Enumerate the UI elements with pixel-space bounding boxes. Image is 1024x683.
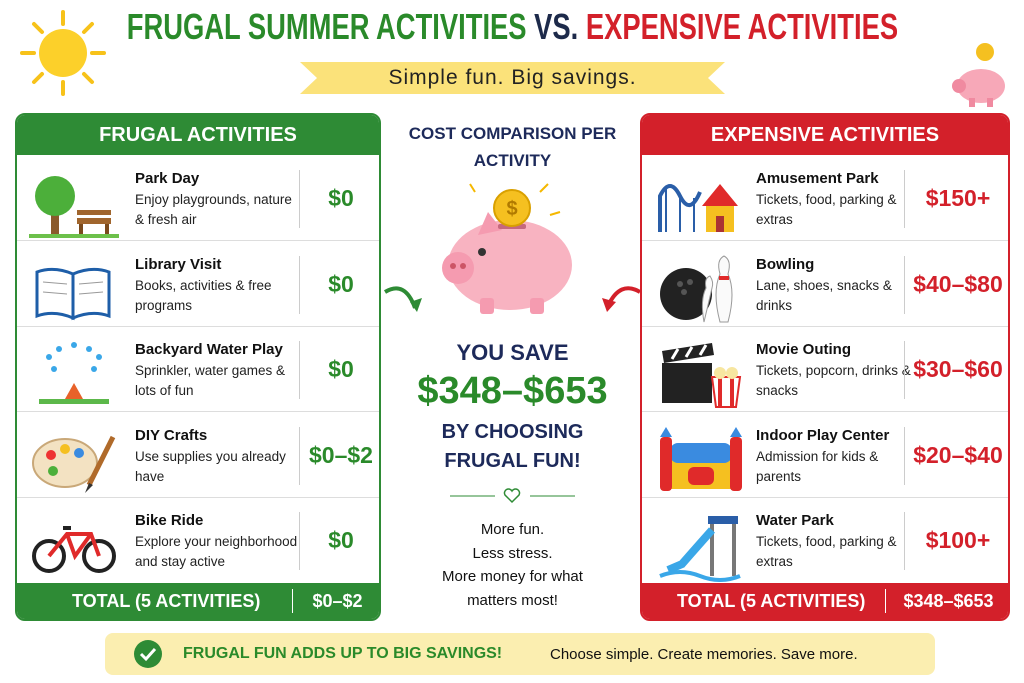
expensive-row: Amusement Park Tickets, food, parking & e…	[642, 156, 1008, 241]
activity-description: Explore your neighborhood and stay activ…	[135, 534, 298, 569]
center-lines: More fun. Less stress. More money for what…	[400, 518, 625, 612]
activity-description: Tickets, popcorn, drinks & snacks	[756, 363, 911, 398]
svg-text:$: $	[506, 198, 517, 220]
activity-icon	[660, 426, 742, 491]
activity-cost: $0	[328, 185, 354, 211]
footer-tagline: Choose simple. Create memories. Save mor…	[550, 646, 858, 663]
divider	[904, 255, 905, 314]
expensive-panel: EXPENSIVE ACTIVITIES TOTAL (5 ACTIVITIES…	[640, 113, 1010, 621]
divider	[299, 426, 300, 485]
title-expensive: EXPENSIVE ACTIVITIES	[585, 6, 898, 47]
activity-cost: $40–$80	[913, 270, 1003, 297]
activity-cost: $0–$2	[309, 441, 373, 468]
activity-name: Indoor Play Center	[756, 426, 890, 444]
activity-description: Tickets, food, parking & extras	[756, 192, 897, 227]
activity-name: Movie Outing	[756, 341, 851, 358]
divider	[299, 170, 300, 228]
divider	[904, 512, 905, 570]
activity-icon	[660, 254, 733, 322]
activity-description: Use supplies you already have	[135, 448, 286, 484]
expensive-row: Bowling Lane, shoes, snacks & drinks $40–$…	[642, 242, 1008, 327]
frugal-row: Backyard Water Play Sprinkler, water game…	[17, 327, 379, 412]
frugal-total: $0–$2	[312, 591, 363, 611]
activity-name: Water Park	[756, 512, 834, 529]
activity-description: Books, activities & free programs	[135, 277, 272, 313]
activity-description: Admission for kids & parents	[756, 448, 879, 484]
divider	[904, 426, 905, 485]
activity-name: Bowling	[756, 255, 815, 273]
activity-icon	[35, 267, 111, 320]
center-line: Less stress.	[472, 544, 553, 562]
activity-cost: $30–$60	[913, 356, 1003, 382]
activity-cost: $150+	[925, 185, 991, 211]
save-label: YOU SAVE	[456, 340, 569, 365]
expensive-row: Water Park Tickets, food, parking & extra…	[642, 498, 1008, 583]
activity-icon	[32, 526, 116, 573]
activity-description: Tickets, food, parking & extras	[756, 534, 897, 569]
piggy-icon-small	[952, 43, 1005, 107]
expensive-total-bar: TOTAL (5 ACTIVITIES) $348–$653	[642, 583, 1008, 619]
activity-description: Sprinkler, water games & lots of fun	[135, 363, 286, 398]
expensive-total: $348–$653	[903, 591, 994, 611]
center-line: More fun.	[480, 521, 545, 538]
activity-icon	[662, 343, 742, 408]
divider	[299, 341, 300, 399]
expensive-heading: EXPENSIVE ACTIVITIES	[642, 115, 1008, 155]
frugal-heading: FRUGAL ACTIVITIES	[17, 115, 379, 155]
savings: $348–$653	[417, 370, 608, 412]
activity-description: Enjoy playgrounds, nature & fresh air	[135, 192, 292, 227]
frugal-row: Bike Ride Explore your neighborhood and s…	[17, 498, 379, 583]
activity-cost: $0	[328, 527, 354, 553]
frugal-total-label: TOTAL (5 ACTIVITIES)	[72, 591, 261, 611]
activity-name: Park Day	[135, 170, 200, 187]
activity-icon	[32, 435, 116, 493]
frugal-total-bar: TOTAL (5 ACTIVITIES) $0–$2	[17, 583, 379, 619]
expensive-total-label: TOTAL (5 ACTIVITIES)	[677, 591, 866, 611]
activity-name: DIY Crafts	[135, 426, 208, 444]
divider	[904, 341, 905, 399]
expensive-row: Movie Outing Tickets, popcorn, drinks & s…	[642, 327, 1008, 412]
divider	[450, 488, 575, 504]
frugal-panel: FRUGAL ACTIVITIES TOTAL (5 ACTIVITIES) $…	[15, 113, 381, 621]
frugal-row: DIY Crafts Use supplies you already have $…	[17, 413, 379, 498]
check-icon	[134, 640, 162, 668]
activity-cost: $0	[328, 270, 354, 297]
title-frugal: FRUGAL SUMMER ACTIVITIES	[126, 6, 527, 47]
frugal-row: Library Visit Books, activities & free pr…	[17, 242, 379, 327]
activity-icon	[29, 176, 119, 238]
center-heading: COST COMPARISON PER ACTIVITY	[408, 124, 617, 170]
activity-icon	[659, 516, 741, 582]
subtitle: Simple fun. Big savings.	[300, 62, 725, 94]
activity-name: Backyard Water Play	[135, 341, 283, 358]
divider	[299, 512, 300, 570]
expensive-row: Indoor Play Center Admission for kids & p…	[642, 413, 1008, 498]
footer-bar: FRUGAL FUN ADDS UP TO BIG SAVINGS! Choos…	[105, 633, 935, 675]
activity-description: Lane, shoes, snacks & drinks	[756, 277, 892, 313]
activity-name: Amusement Park	[756, 170, 879, 187]
activity-name: Bike Ride	[135, 512, 204, 529]
center-line: More money for what matters most!	[442, 568, 583, 609]
frugal-row: Park Day Enjoy playgrounds, nature & fres…	[17, 156, 379, 241]
divider	[299, 255, 300, 314]
activity-name: Library Visit	[135, 255, 222, 273]
piggy-bank-icon: $	[383, 183, 642, 314]
divider	[904, 170, 905, 228]
activity-icon	[658, 184, 738, 232]
activity-cost: $0	[328, 356, 354, 382]
title-vs: VS.	[533, 6, 578, 47]
activity-icon	[39, 342, 109, 404]
title: FRUGAL SUMMER ACTIVITIES VS. EXPENSIVE A…	[0, 6, 1024, 48]
activity-cost: $20–$40	[913, 441, 1003, 468]
activity-cost: $100+	[925, 527, 991, 553]
by-line: BY CHOOSING FRUGAL FUN!	[441, 421, 584, 472]
sun-icon	[20, 10, 106, 96]
footer-headline: FRUGAL FUN ADDS UP TO BIG SAVINGS!	[183, 645, 503, 662]
